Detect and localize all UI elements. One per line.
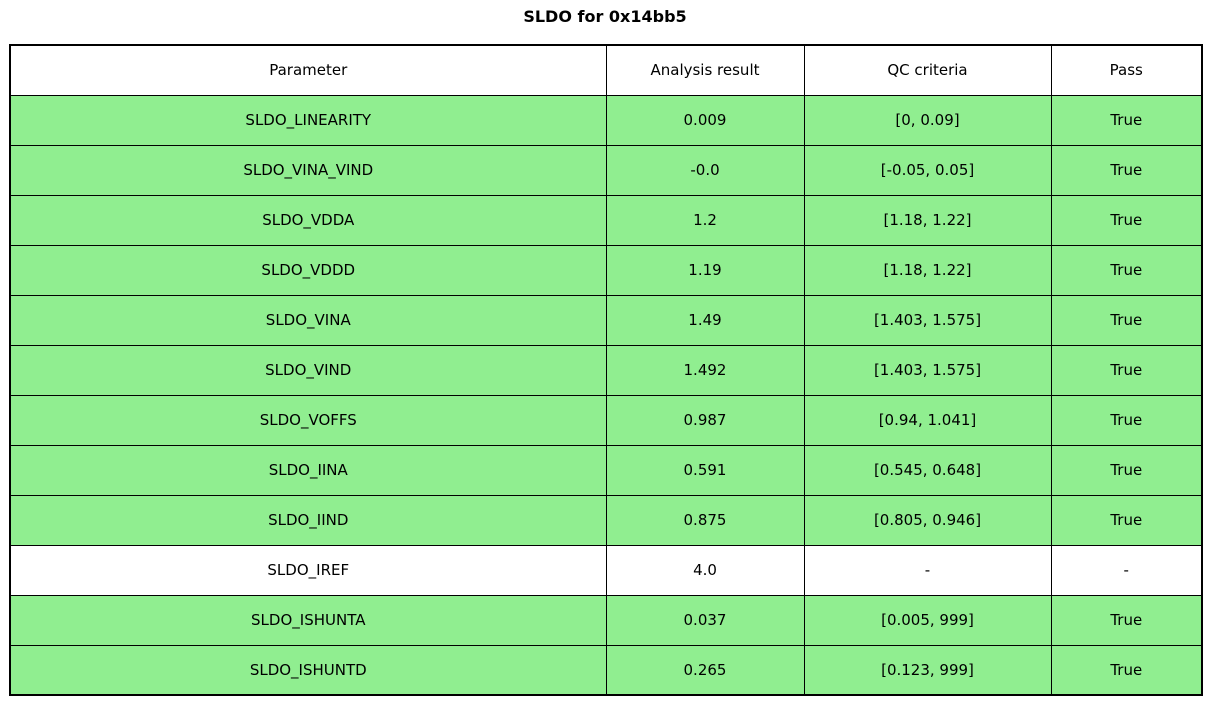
- table-row: SLDO_IIND 0.875 [0.805, 0.946] True: [9, 494, 1203, 546]
- cell-qc-criteria: [0.123, 999]: [803, 644, 1052, 696]
- cell-pass: True: [1050, 194, 1203, 246]
- cell-parameter: SLDO_VINA: [9, 294, 607, 346]
- cell-pass: True: [1050, 94, 1203, 146]
- qc-results-table: Parameter Analysis result QC criteria Pa…: [9, 44, 1203, 696]
- cell-parameter: SLDO_ISHUNTA: [9, 594, 607, 646]
- cell-analysis-result: 1.19: [605, 244, 805, 296]
- cell-qc-criteria: [1.403, 1.575]: [803, 344, 1052, 396]
- cell-qc-criteria: [0.545, 0.648]: [803, 444, 1052, 496]
- cell-analysis-result: 0.037: [605, 594, 805, 646]
- table-row: SLDO_LINEARITY 0.009 [0, 0.09] True: [9, 94, 1203, 146]
- cell-parameter: SLDO_IINA: [9, 444, 607, 496]
- column-header-parameter: Parameter: [9, 44, 607, 96]
- cell-qc-criteria: [0.005, 999]: [803, 594, 1052, 646]
- cell-qc-criteria: [1.403, 1.575]: [803, 294, 1052, 346]
- cell-pass: True: [1050, 144, 1203, 196]
- table-row: SLDO_ISHUNTD 0.265 [0.123, 999] True: [9, 644, 1203, 696]
- cell-parameter: SLDO_ISHUNTD: [9, 644, 607, 696]
- cell-pass: True: [1050, 644, 1203, 696]
- cell-parameter: SLDO_IIND: [9, 494, 607, 546]
- cell-qc-criteria: [1.18, 1.22]: [803, 244, 1052, 296]
- cell-parameter: SLDO_VINA_VIND: [9, 144, 607, 196]
- cell-pass: True: [1050, 594, 1203, 646]
- cell-analysis-result: 0.265: [605, 644, 805, 696]
- cell-pass: True: [1050, 344, 1203, 396]
- cell-parameter: SLDO_VDDA: [9, 194, 607, 246]
- cell-analysis-result: 1.49: [605, 294, 805, 346]
- table-row: SLDO_ISHUNTA 0.037 [0.005, 999] True: [9, 594, 1203, 646]
- column-header-analysis-result: Analysis result: [605, 44, 805, 96]
- cell-pass: True: [1050, 294, 1203, 346]
- cell-qc-criteria: [0.805, 0.946]: [803, 494, 1052, 546]
- table-row: SLDO_IREF 4.0 - -: [9, 544, 1203, 596]
- cell-pass: True: [1050, 244, 1203, 296]
- table-row: SLDO_VINA 1.49 [1.403, 1.575] True: [9, 294, 1203, 346]
- cell-analysis-result: 0.987: [605, 394, 805, 446]
- header-row: Parameter Analysis result QC criteria Pa…: [9, 44, 1203, 96]
- table-row: SLDO_IINA 0.591 [0.545, 0.648] True: [9, 444, 1203, 496]
- table-header: Parameter Analysis result QC criteria Pa…: [9, 44, 1203, 96]
- cell-qc-criteria: [-0.05, 0.05]: [803, 144, 1052, 196]
- table-row: SLDO_VOFFS 0.987 [0.94, 1.041] True: [9, 394, 1203, 446]
- cell-parameter: SLDO_IREF: [9, 544, 607, 596]
- column-header-qc-criteria: QC criteria: [803, 44, 1052, 96]
- cell-pass: True: [1050, 494, 1203, 546]
- cell-analysis-result: 0.875: [605, 494, 805, 546]
- page-title: SLDO for 0x14bb5: [523, 7, 687, 26]
- table-body: SLDO_LINEARITY 0.009 [0, 0.09] True SLDO…: [9, 94, 1203, 696]
- cell-pass: True: [1050, 394, 1203, 446]
- cell-pass: -: [1050, 544, 1203, 596]
- cell-parameter: SLDO_VOFFS: [9, 394, 607, 446]
- cell-qc-criteria: -: [803, 544, 1052, 596]
- cell-analysis-result: 1.2: [605, 194, 805, 246]
- cell-analysis-result: 1.492: [605, 344, 805, 396]
- cell-parameter: SLDO_VIND: [9, 344, 607, 396]
- cell-qc-criteria: [1.18, 1.22]: [803, 194, 1052, 246]
- cell-analysis-result: 0.009: [605, 94, 805, 146]
- table-row: SLDO_VINA_VIND -0.0 [-0.05, 0.05] True: [9, 144, 1203, 196]
- cell-parameter: SLDO_VDDD: [9, 244, 607, 296]
- cell-qc-criteria: [0.94, 1.041]: [803, 394, 1052, 446]
- cell-analysis-result: 0.591: [605, 444, 805, 496]
- table-row: SLDO_VIND 1.492 [1.403, 1.575] True: [9, 344, 1203, 396]
- cell-analysis-result: 4.0: [605, 544, 805, 596]
- table-row: SLDO_VDDA 1.2 [1.18, 1.22] True: [9, 194, 1203, 246]
- table-row: SLDO_VDDD 1.19 [1.18, 1.22] True: [9, 244, 1203, 296]
- cell-parameter: SLDO_LINEARITY: [9, 94, 607, 146]
- column-header-pass: Pass: [1050, 44, 1203, 96]
- cell-pass: True: [1050, 444, 1203, 496]
- cell-analysis-result: -0.0: [605, 144, 805, 196]
- cell-qc-criteria: [0, 0.09]: [803, 94, 1052, 146]
